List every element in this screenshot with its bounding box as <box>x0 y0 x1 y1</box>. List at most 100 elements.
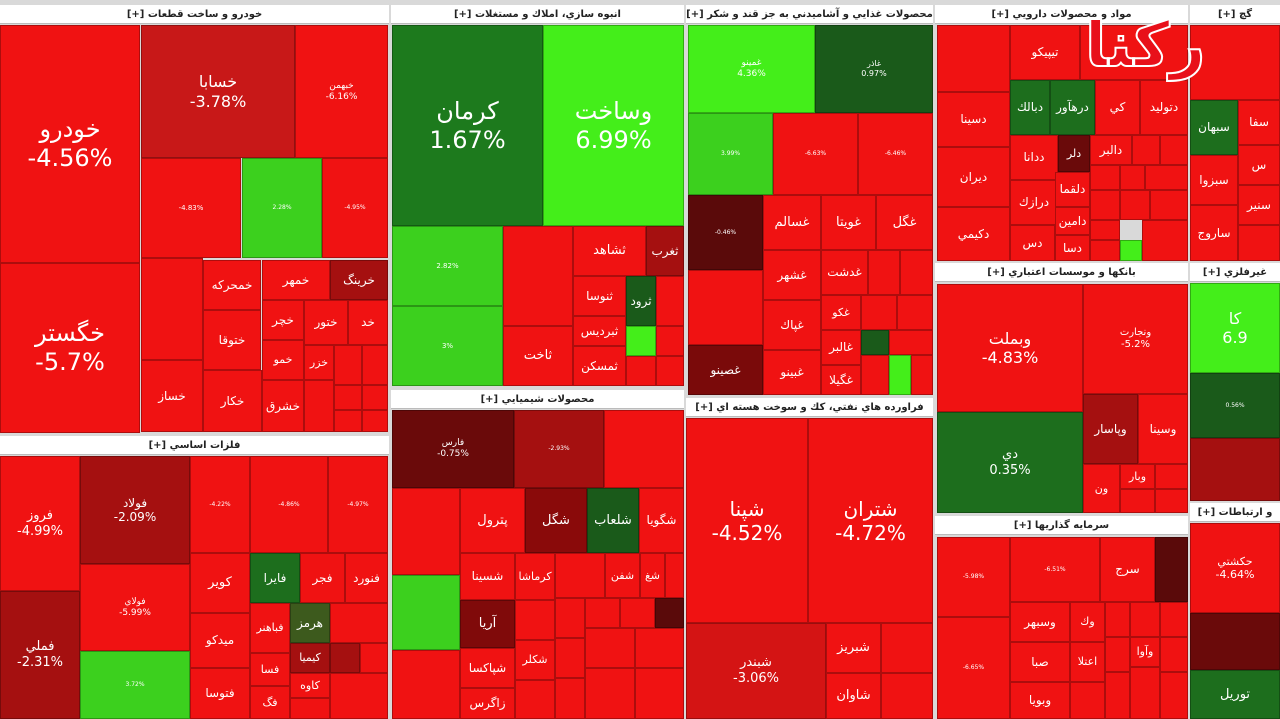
stock-tile[interactable]: كا 6.9 <box>1190 283 1280 373</box>
tile-filler[interactable] <box>1090 190 1120 220</box>
stock-tile[interactable]: ختور <box>304 300 348 345</box>
tile-filler[interactable] <box>330 643 360 673</box>
sector-header[interactable]: و ارتباطات [+] <box>1190 503 1280 522</box>
stock-tile[interactable]: 3% <box>392 306 503 386</box>
stock-tile[interactable]: شفن <box>605 553 640 598</box>
tile-filler[interactable] <box>861 295 897 330</box>
tile-filler[interactable] <box>1155 489 1188 513</box>
sector-header[interactable]: گچ [+] <box>1190 5 1280 24</box>
stock-tile[interactable]: -6.63% <box>773 113 858 195</box>
tile-filler[interactable] <box>1120 190 1150 220</box>
sector-header[interactable]: خودرو و ساخت قطعات [+] <box>0 5 389 24</box>
stock-tile[interactable]: غويتا <box>821 195 876 250</box>
stock-tile[interactable]: فتوسا <box>190 668 250 719</box>
sector-header[interactable]: انبوه سازي، املاك و مستغلات [+] <box>391 5 684 24</box>
stock-tile[interactable]: خسابا -3.78% <box>141 25 295 158</box>
stock-tile[interactable]: -4.97% <box>328 456 388 553</box>
stock-tile[interactable]: ختوقا <box>203 310 261 370</box>
tile-filler[interactable] <box>937 25 1010 92</box>
tile-filler[interactable] <box>555 638 585 678</box>
stock-tile[interactable]: كيميا <box>290 643 330 673</box>
stock-tile[interactable]: شتران -4.72% <box>808 418 933 623</box>
stock-tile[interactable]: خزر <box>304 345 334 380</box>
stock-tile[interactable]: سبزوا <box>1190 155 1238 205</box>
stock-tile[interactable]: خساز <box>141 360 203 432</box>
stock-tile[interactable]: كرماشا <box>515 553 555 600</box>
stock-tile[interactable]: فايرا <box>250 553 300 603</box>
stock-tile[interactable]: خد <box>348 300 388 345</box>
stock-tile[interactable]: شبريز <box>826 623 881 673</box>
tile-filler[interactable] <box>330 603 388 643</box>
tile-filler[interactable] <box>1105 602 1130 637</box>
tile-filler[interactable] <box>334 345 362 385</box>
stock-tile[interactable]: ثرود <box>626 276 656 326</box>
stock-tile[interactable]: سبهان <box>1190 100 1238 155</box>
sector-header[interactable]: مواد و محصولات دارويي [+] <box>935 5 1188 24</box>
stock-tile[interactable]: دلر <box>1058 135 1090 172</box>
stock-tile[interactable]: فولاي -5.99% <box>80 564 190 651</box>
tile-filler[interactable] <box>1130 602 1160 637</box>
tile-filler[interactable] <box>626 356 656 386</box>
sector-header[interactable]: محصولات شيميايي [+] <box>391 390 684 409</box>
stock-tile[interactable]: فسا <box>250 653 290 686</box>
tile-filler[interactable] <box>635 628 684 668</box>
tile-filler[interactable] <box>881 623 933 673</box>
tile-filler[interactable] <box>392 488 460 575</box>
tile-filler[interactable] <box>585 598 620 628</box>
stock-tile[interactable]: -6.65% <box>937 617 1010 719</box>
tile-filler[interactable] <box>585 628 635 668</box>
tile-filler[interactable] <box>1080 25 1188 80</box>
stock-tile[interactable]: ثنوسا <box>573 276 626 316</box>
stock-tile[interactable]: وبار <box>1120 464 1155 489</box>
tile-filler[interactable] <box>1142 220 1188 261</box>
tile-filler[interactable] <box>889 330 933 355</box>
stock-tile[interactable]: دسينا <box>937 92 1010 147</box>
sector-header[interactable]: فلزات اساسي [+] <box>0 436 389 455</box>
stock-tile[interactable]: وك <box>1070 602 1105 642</box>
stock-tile[interactable]: شسينا <box>460 553 515 600</box>
tile-filler[interactable] <box>1120 165 1145 190</box>
stock-tile[interactable]: 0.56% <box>1190 373 1280 438</box>
stock-tile[interactable]: كرمان 1.67% <box>392 25 543 226</box>
sector-header[interactable]: محصولات غذايي و آشاميدني به جز قند و شكر… <box>686 5 933 24</box>
stock-tile[interactable]: -4.22% <box>190 456 250 553</box>
sector-header[interactable]: بانكها و موسسات اعتباري [+] <box>935 263 1188 282</box>
stock-tile[interactable]: شبندر -3.06% <box>686 623 826 719</box>
stock-tile[interactable]: فارس -0.75% <box>392 410 514 488</box>
stock-tile[interactable]: غكو <box>821 295 861 330</box>
stock-tile[interactable]: فولاد -2.09% <box>80 456 190 564</box>
stock-tile[interactable]: دي 0.35% <box>937 412 1083 513</box>
tile-filler[interactable] <box>635 668 684 719</box>
stock-tile[interactable]: خچر <box>262 300 304 340</box>
stock-tile[interactable]: فروز -4.99% <box>0 456 80 591</box>
stock-tile[interactable]: شغ <box>640 553 665 598</box>
tile-filler[interactable] <box>585 668 635 719</box>
stock-tile[interactable]: دلقما <box>1055 172 1090 207</box>
stock-tile[interactable]: ديران <box>937 147 1010 207</box>
stock-tile[interactable]: خگستر -5.7% <box>0 263 140 433</box>
tile-filler[interactable] <box>1145 165 1188 190</box>
stock-tile[interactable]: وبويا <box>1010 682 1070 719</box>
stock-tile[interactable]: ثاخت <box>503 326 573 386</box>
stock-tile[interactable]: غپاك <box>763 300 821 350</box>
tile-filler[interactable] <box>141 258 203 360</box>
tile-filler[interactable] <box>1105 672 1130 719</box>
stock-tile[interactable]: وساخت 6.99% <box>543 25 684 226</box>
stock-tile[interactable]: درهآور <box>1050 80 1095 135</box>
tile-filler[interactable] <box>604 410 684 488</box>
tile-filler[interactable] <box>1090 240 1120 261</box>
stock-tile[interactable]: شپنا -4.52% <box>686 418 808 623</box>
tile-filler[interactable] <box>1130 667 1160 719</box>
stock-tile[interactable]: -4.86% <box>250 456 328 553</box>
stock-tile[interactable]: -4.83% <box>141 158 241 258</box>
tile-filler[interactable] <box>655 598 684 628</box>
stock-tile[interactable]: 2.82% <box>392 226 503 306</box>
tile-filler[interactable] <box>897 295 933 330</box>
stock-tile[interactable]: دس <box>1010 225 1055 261</box>
stock-tile[interactable]: ون <box>1083 464 1120 513</box>
tile-filler[interactable] <box>1105 637 1130 672</box>
stock-tile[interactable]: -4.95% <box>322 158 388 258</box>
stock-tile[interactable]: آريا <box>460 600 515 648</box>
stock-tile[interactable]: شاوان <box>826 673 881 719</box>
tile-filler[interactable] <box>1070 682 1105 719</box>
